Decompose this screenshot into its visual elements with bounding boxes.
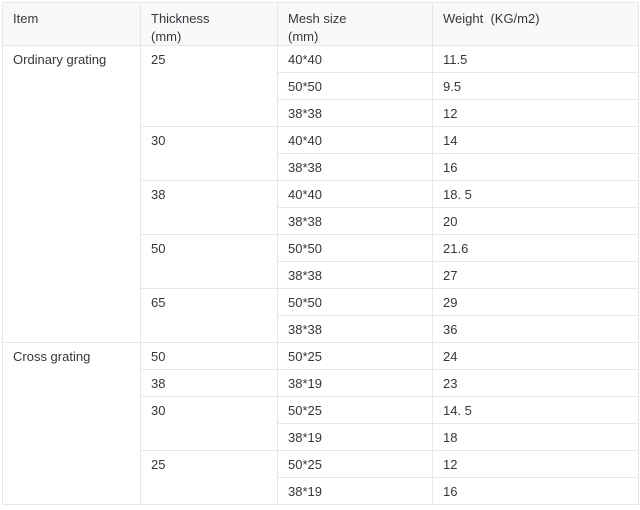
table-row: 65 50*50 29 <box>3 288 639 344</box>
item-cell: Ordinary grating <box>2 45 141 344</box>
mesh-cell: 50*50 <box>277 72 433 101</box>
header-row: Item Thickness (mm) Mesh size (mm) Weigh… <box>2 1 639 47</box>
table-row: 38*19 18 <box>3 423 639 452</box>
mesh-cell: 38*38 <box>277 153 433 182</box>
weight-cell: 14 <box>432 126 639 155</box>
table-row: 50*50 9.5 <box>3 72 639 101</box>
weight-cell: 12 <box>432 99 639 128</box>
mesh-cell: 38*38 <box>277 261 433 290</box>
mesh-cell: 50*50 <box>277 234 433 263</box>
weight-cell: 21.6 <box>432 234 639 263</box>
weight-cell: 24 <box>432 342 639 371</box>
table-row: 30 40*40 14 <box>3 126 639 182</box>
weight-cell: 18 <box>432 423 639 452</box>
table-row: Cross grating 50 50*25 24 <box>2 342 639 506</box>
table-row: 38*38 36 <box>3 315 639 344</box>
weight-cell: 23 <box>432 369 639 398</box>
weight-cell: 20 <box>432 207 639 236</box>
thickness-cell: 38 <box>140 180 278 236</box>
mesh-cell: 50*50 <box>277 288 433 317</box>
thickness-cell: 50 <box>140 234 278 290</box>
header-mesh-size: Mesh size (mm) <box>277 1 433 47</box>
mesh-cell: 38*19 <box>277 369 433 398</box>
thickness-cell: 38 <box>140 369 278 398</box>
thickness-cell: 25 <box>140 450 278 506</box>
table-row: 38*19 16 <box>3 477 639 506</box>
header-weight: Weight (KG/m2) <box>432 1 639 47</box>
table-row: 38*38 20 <box>3 207 639 236</box>
table-row: 50 50*50 21.6 <box>3 234 639 290</box>
weight-cell: 14. 5 <box>432 396 639 425</box>
mesh-cell: 50*25 <box>277 342 433 371</box>
mesh-cell: 50*25 <box>277 396 433 425</box>
mesh-cell: 38*19 <box>277 423 433 452</box>
weight-cell: 9.5 <box>432 72 639 101</box>
mesh-cell: 38*38 <box>277 315 433 344</box>
weight-cell: 12 <box>432 450 639 479</box>
weight-cell: 36 <box>432 315 639 344</box>
weight-cell: 29 <box>432 288 639 317</box>
mesh-cell: 40*40 <box>277 180 433 209</box>
thickness-cell: 25 <box>140 45 278 128</box>
table-row: 38*38 27 <box>3 261 639 290</box>
item-cell: Cross grating <box>2 342 141 506</box>
mesh-cell: 40*40 <box>277 126 433 155</box>
table-row: 38 38*19 23 <box>3 369 639 398</box>
table-row: 38 40*40 18. 5 <box>3 180 639 236</box>
header-item: Item <box>2 1 141 47</box>
table-row: 38*38 16 <box>3 153 639 182</box>
table-row: 30 50*25 14. 5 <box>3 396 639 452</box>
thickness-cell: 65 <box>140 288 278 344</box>
weight-cell: 16 <box>432 153 639 182</box>
weight-cell: 16 <box>432 477 639 506</box>
mesh-cell: 38*38 <box>277 207 433 236</box>
table-row: Ordinary grating 25 40*40 11.5 <box>2 45 639 344</box>
thickness-cell: 30 <box>140 396 278 452</box>
header-thickness: Thickness (mm) <box>140 1 278 47</box>
weight-cell: 11.5 <box>432 45 639 74</box>
mesh-cell: 40*40 <box>277 45 433 74</box>
weight-cell: 27 <box>432 261 639 290</box>
weight-cell: 18. 5 <box>432 180 639 209</box>
mesh-cell: 38*19 <box>277 477 433 506</box>
thickness-cell: 30 <box>140 126 278 182</box>
mesh-cell: 50*25 <box>277 450 433 479</box>
thickness-cell: 50 <box>140 342 278 371</box>
mesh-cell: 38*38 <box>277 99 433 128</box>
